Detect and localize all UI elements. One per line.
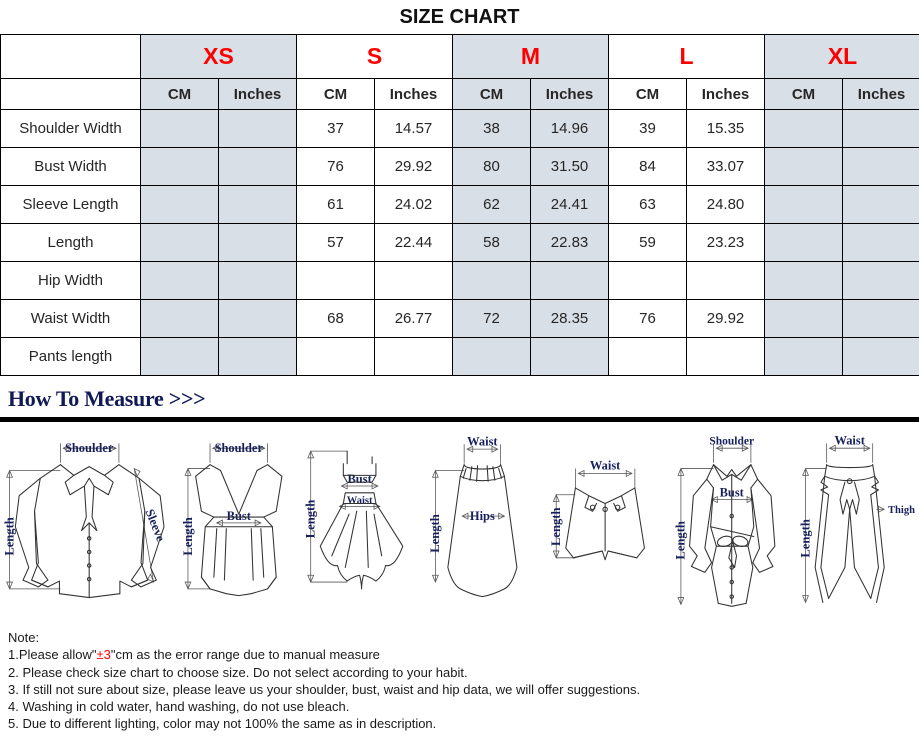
- svg-text:Shoulder: Shoulder: [215, 441, 264, 455]
- svg-text:Hips: Hips: [470, 509, 495, 523]
- svg-text:Bust: Bust: [348, 472, 373, 486]
- svg-text:Shoulder: Shoulder: [65, 441, 114, 455]
- svg-text:Waist: Waist: [590, 458, 621, 472]
- svg-text:Waist: Waist: [467, 434, 498, 448]
- svg-text:Thigh: Thigh: [888, 505, 915, 516]
- svg-text:Bust: Bust: [227, 509, 252, 523]
- svg-text:Length: Length: [181, 517, 195, 556]
- svg-text:Length: Length: [2, 517, 16, 556]
- svg-text:Length: Length: [674, 521, 688, 560]
- svg-text:Shoulder: Shoulder: [709, 434, 754, 447]
- svg-text:Length: Length: [304, 500, 318, 539]
- svg-text:Waist: Waist: [834, 433, 865, 447]
- svg-text:Waist: Waist: [347, 495, 373, 506]
- svg-text:Length: Length: [798, 519, 812, 558]
- svg-text:Length: Length: [428, 514, 442, 553]
- svg-text:Length: Length: [549, 507, 563, 546]
